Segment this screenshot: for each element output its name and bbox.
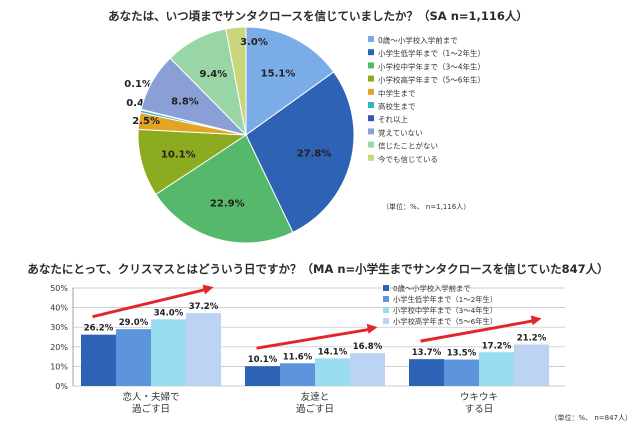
pie-chart-title: あなたは、いつ頃までサンタクロースを信じていましたか？（SA n=1,116人） [108, 9, 528, 23]
y-tick-label: 50% [50, 284, 68, 293]
bar-legend-label: 0歳～小学校入学前まで [393, 284, 471, 293]
legend-label: 今でも信じている [378, 154, 438, 164]
y-tick-label: 20% [50, 343, 68, 352]
bar-legend-label: 小学校高学年まで（5～6年生） [393, 317, 497, 326]
pie-slice-label: 22.9% [210, 199, 245, 210]
bar-value-label: 26.2% [84, 324, 114, 334]
bar-value-label: 13.7% [412, 348, 442, 358]
bar [280, 363, 315, 386]
pie-slice-label: 3.0% [240, 37, 268, 48]
bar-value-label: 11.6% [283, 352, 313, 362]
x-category-label: ウキウキする日 [460, 392, 498, 415]
bar [350, 353, 385, 386]
y-tick-label: 30% [50, 323, 68, 332]
y-tick-label: 40% [50, 304, 68, 313]
pie-slice-label: 15.1% [261, 69, 296, 80]
legend-swatch [368, 36, 374, 42]
pie-slice [245, 71, 355, 233]
pie-slice-label: 9.4% [200, 69, 228, 80]
legend-swatch [368, 62, 374, 69]
bar-legend-swatch [383, 318, 389, 324]
legend-swatch [368, 49, 374, 56]
bar [514, 344, 549, 386]
legend-label: 小学校高学年まで（5～6年生） [378, 75, 485, 85]
y-tick-label: 10% [50, 362, 68, 371]
legend-label: それ以上 [378, 115, 408, 124]
pie-slice-label: 8.8% [171, 96, 199, 107]
legend-label: 中学生まで [378, 88, 416, 98]
bar-legend-swatch [383, 285, 389, 291]
pie-slice [245, 26, 335, 136]
legend-swatch [368, 141, 374, 148]
bar-value-label: 29.0% [119, 318, 149, 328]
legend-label: 小学生低学年まで（1～2年生） [378, 48, 485, 58]
trend-arrow [256, 327, 372, 350]
bar [116, 329, 151, 386]
bar [409, 359, 444, 386]
legend-label: 覚えていない [378, 127, 423, 137]
bar [81, 334, 116, 386]
bar [245, 366, 280, 386]
legend-swatch [368, 75, 374, 82]
pie-chart: 15.1% 27.8% 22.9% 10.1% 2.5% 0.4% 0.1% 8.8% 9.4%… [124, 26, 355, 244]
trend-arrow-head [530, 315, 542, 326]
bar [186, 313, 221, 386]
bar-legend-label: 小学生低学年まで（1～2年生） [393, 295, 497, 304]
trend-arrow [420, 318, 536, 343]
bar-unit-note: （単位：%、 n=847人） [550, 413, 632, 422]
bar [444, 359, 479, 386]
legend-swatch [368, 102, 374, 108]
bar-legend-swatch [383, 296, 389, 302]
bar [151, 319, 186, 386]
bar-value-label: 37.2% [189, 302, 219, 312]
legend-swatch [368, 115, 374, 122]
bar-value-label: 14.1% [318, 347, 348, 357]
pie-slice [225, 26, 247, 136]
legend-swatch [368, 88, 374, 95]
bar-value-label: 21.2% [517, 333, 547, 343]
bar-value-label: 10.1% [248, 355, 278, 365]
bar-chart: 0% 10% 20% 30% 40% 50% 26.2% 29.0% 34.0% 37.2% 恋人・… [50, 284, 565, 415]
pie-unit-note: （単位：%、 n=1,116人） [382, 202, 470, 211]
bar-chart-title: あなたにとって、クリスマスとはどういう日ですか？（MA n=小学生までサンタクロ… [27, 262, 608, 276]
pie-slice-label: 0.4% [126, 98, 154, 109]
pie-slice-label: 27.8% [297, 148, 332, 159]
bar [315, 358, 350, 386]
legend-label: 高校生まで [378, 101, 416, 111]
legend-label: 0歳～小学校入学前まで [378, 35, 458, 45]
trend-arrow [92, 287, 208, 319]
legend-label: 小学校中学年まで（3～4年生） [378, 61, 485, 71]
legend-label: 信じたことがない [378, 141, 438, 151]
bar-value-label: 34.0% [154, 308, 184, 318]
bar-legend-label: 小学校中学年まで（3～4年生） [393, 306, 497, 315]
bar-value-label: 17.2% [482, 341, 512, 351]
legend-swatch [368, 154, 374, 161]
bar-legend-swatch [383, 307, 389, 313]
bar [479, 352, 514, 386]
trend-arrow-head [202, 284, 214, 295]
legend-swatch [368, 128, 374, 135]
bar-value-label: 16.8% [353, 342, 383, 352]
x-category-label: 恋人・夫婦で過ごす日 [122, 391, 179, 415]
trend-arrow-head [366, 323, 378, 334]
pie-slice [155, 134, 294, 244]
y-tick-label: 0% [55, 382, 68, 391]
pie-slice-label: 2.5% [132, 116, 160, 127]
bar-value-label: 13.5% [447, 349, 477, 359]
pie-slice-label: 0.1% [124, 79, 152, 90]
x-category-label: 友達と過ごす日 [296, 391, 334, 415]
pie-slice-label: 10.1% [161, 149, 196, 160]
